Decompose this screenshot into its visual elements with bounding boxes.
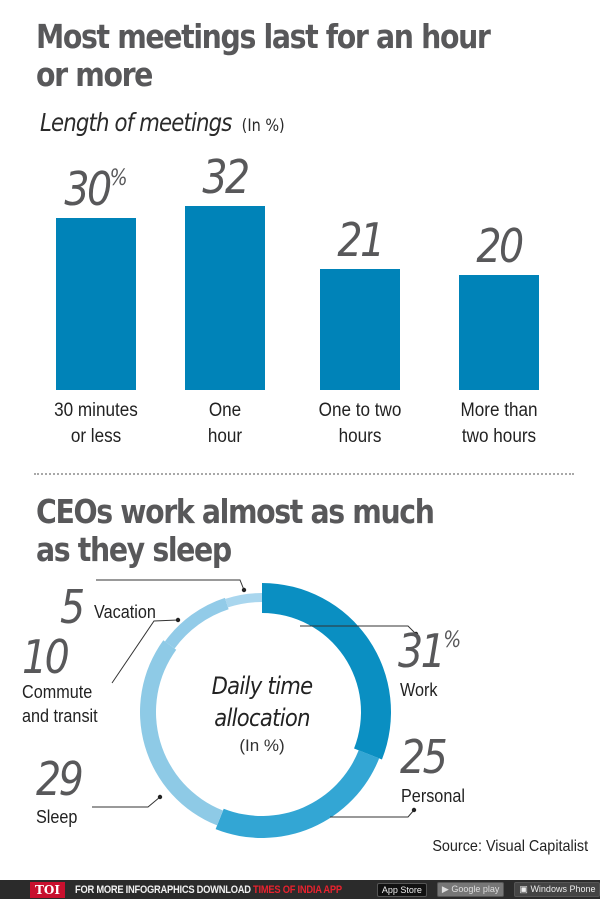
leader-line [92,796,161,808]
leader-dot [157,794,163,800]
bar-value-label: 30% [64,161,128,216]
center-title-line-1: Daily time [211,672,314,700]
google-play-button[interactable]: ▶ Google play [436,882,505,897]
headline-line-2: or more [36,55,153,94]
windows-phone-button[interactable]: ▣ Windows Phone [514,882,600,897]
segment-name-label: Vacation [94,602,156,622]
segment-name-label: Sleep [36,807,78,827]
footer-accent-text: TIMES OF INDIA APP [253,883,342,896]
leader-dot [413,631,419,637]
headline-line-2: as they sleep [36,530,232,569]
headline-line-1: Most meetings last for an hour [36,17,491,56]
segment-value-label: 10 [22,630,70,684]
app-store-label: App Store [381,884,422,895]
leader-dot [411,807,417,813]
donut-center-label: Daily time allocation (In %) [162,670,362,756]
segment-name-label: Personal [401,786,465,806]
chart-subtitle: Length of meetings (In %) [40,108,285,137]
center-title-line-2: allocation [214,704,310,732]
segment-value-label: 31% [398,624,462,678]
donut-segment-sleep [139,640,223,826]
segment-name-label: Work [400,680,438,700]
source-credit: Source: Visual Capitalist [432,838,588,855]
donut-chart [92,579,419,838]
leader-dot [241,587,247,593]
donut-segment-personal [215,750,380,838]
leader-dot [175,617,181,623]
segment-name-label: Commute and transit [22,682,98,726]
segment-value-label: 5 [60,580,85,634]
section-divider [34,473,574,475]
segment-value-label: 29 [36,752,84,806]
leader-line [330,809,415,818]
donut-segment-work [262,583,391,760]
donut-segment-commute-and-transit [164,597,229,649]
bar-category-label: One hour [207,400,243,447]
bar-value-label: 21 [337,213,385,268]
app-store-button[interactable]: App Store [376,882,427,897]
leader-line [96,579,245,591]
footer-promo-text: FOR MORE INFOGRAPHICS DOWNLOAD TIMES OF … [75,884,342,896]
footer-text: FOR MORE INFOGRAPHICS DOWNLOAD [75,883,254,896]
leader-line [111,619,179,684]
bar [459,275,539,390]
unit-note: (In %) [241,116,285,136]
windows-phone-label: Windows Phone [530,884,596,894]
bar [56,217,136,390]
center-unit: (In %) [239,736,285,755]
bar-category-label: 30 minutes or less [54,400,138,447]
subtitle-text: Length of meetings [40,108,232,137]
google-play-label: Google play [451,884,500,894]
headline-ceo: CEOs work almost as much as they sleep [36,492,435,569]
headline-line-1: CEOs work almost as much [36,492,435,531]
play-icon: ▶ [441,884,449,894]
bar-category-label: One to two hours [318,400,402,447]
leader-line [300,625,417,635]
footer-banner: TOI FOR MORE INFOGRAPHICS DOWNLOAD TIMES… [0,880,600,899]
bar [320,269,400,390]
toi-logo: TOI [30,881,65,898]
donut-segment-vacation [225,593,262,608]
bar-category-label: More than two hours [460,400,538,447]
headline-meetings: Most meetings last for an hour or more [36,17,491,94]
bar-value-label: 32 [202,150,250,204]
bar [185,206,265,390]
bar-value-label: 20 [476,219,524,273]
segment-value-label: 25 [400,730,448,784]
windows-icon: ▣ [519,884,528,894]
